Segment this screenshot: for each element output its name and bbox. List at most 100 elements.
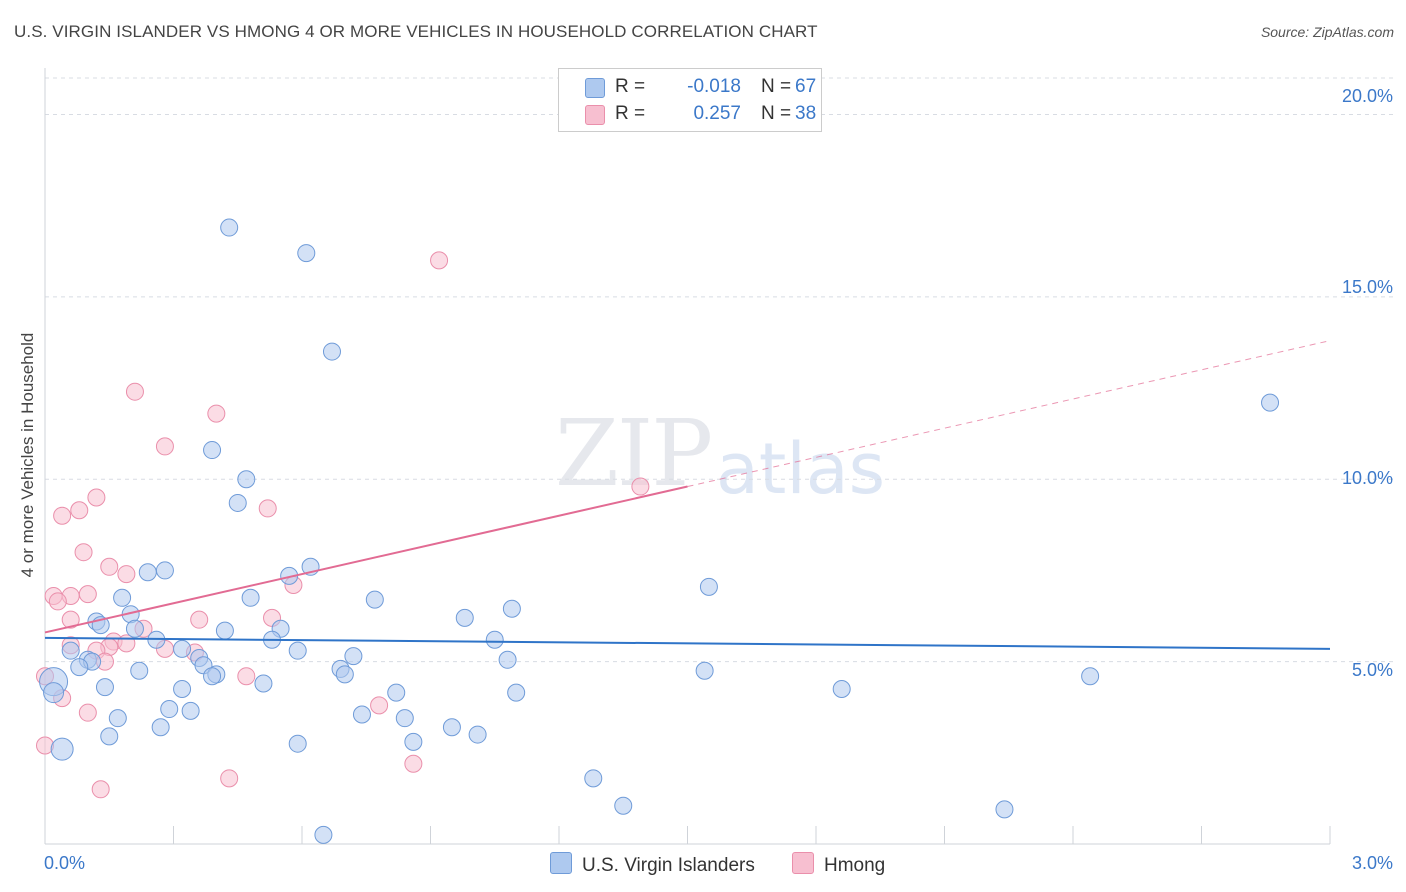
virgin-islanders-point	[50, 737, 74, 761]
virgin-islanders-point	[1081, 667, 1100, 686]
y-tick-label-10: 10.0%	[1341, 468, 1393, 488]
hmong-point	[220, 769, 239, 788]
virgin-islanders-point	[254, 674, 273, 693]
hmong-point	[258, 499, 277, 518]
virgin-islanders-point	[395, 709, 414, 728]
bottom-legend-hmong: Hmong	[792, 852, 885, 877]
virgin-islanders-point	[203, 667, 222, 686]
hmong-point	[125, 382, 144, 401]
legend-n-label: N =	[761, 76, 792, 97]
virgin-islanders-point	[387, 683, 406, 702]
virgin-islanders-point	[404, 732, 423, 751]
virgin-islanders-point	[584, 769, 603, 788]
hmong-point	[87, 488, 106, 507]
hmong-point	[237, 667, 256, 686]
y-tick-label-20: 20.0%	[1341, 86, 1393, 106]
virgin-islanders-point	[502, 599, 521, 618]
virgin-islanders-point	[100, 727, 119, 746]
bottom-legend-label: Hmong	[824, 855, 886, 876]
hmong-point	[155, 437, 174, 456]
virgin-islanders-point	[220, 218, 239, 237]
virgin-islanders-point	[1261, 393, 1280, 412]
virgin-islanders-point	[322, 342, 341, 361]
virgin-islanders-point	[995, 800, 1014, 819]
pink-swatch-icon	[792, 852, 814, 874]
virgin-islanders-point	[160, 700, 179, 719]
virgin-islanders-trend-line	[44, 636, 1331, 650]
virgin-islanders-point	[113, 588, 132, 607]
virgin-islanders-point	[95, 678, 114, 697]
virgin-islanders-point	[442, 718, 461, 737]
virgin-islanders-point	[70, 658, 89, 677]
hmong-point	[78, 703, 97, 722]
virgin-islanders-point	[297, 244, 316, 263]
legend-r-label: R =	[615, 103, 646, 124]
correlation-legend: R = -0.018 N = 67 R = 0.257 N = 38	[558, 68, 822, 132]
hmong-point	[117, 634, 136, 653]
hmong-point	[61, 610, 80, 629]
virgin-islanders-point	[108, 709, 127, 728]
virgin-islanders-point	[155, 561, 174, 580]
legend-r-value: -0.018	[687, 76, 741, 97]
hmong-point	[74, 543, 93, 562]
source-label: Source: ZipAtlas.com	[1260, 24, 1394, 40]
virgin-islanders-point	[288, 734, 307, 753]
virgin-islanders-point	[699, 577, 718, 596]
virgin-islanders-point	[215, 621, 234, 640]
virgin-islanders-point	[455, 608, 474, 627]
virgin-islanders-point	[237, 470, 256, 489]
virgin-islanders-point	[335, 665, 354, 684]
blue-swatch-icon	[585, 78, 605, 98]
legend-n-label: N =	[761, 103, 792, 124]
x-tick-label-max: 3.0%	[1351, 853, 1393, 873]
hmong-point	[117, 565, 136, 584]
y-tick-label-5: 5.0%	[1351, 660, 1393, 680]
virgin-islanders-point	[352, 705, 371, 724]
hmong-point	[404, 754, 423, 773]
hmong-point	[631, 477, 650, 496]
hmong-point	[370, 696, 389, 715]
virgin-islanders-point	[695, 661, 714, 680]
pink-swatch-icon	[585, 105, 605, 125]
hmong-point	[207, 404, 226, 423]
virgin-islanders-point	[130, 661, 149, 680]
virgin-islanders-point	[365, 590, 384, 609]
virgin-islanders-point	[151, 718, 170, 737]
watermark-atlas: atlas	[716, 428, 886, 510]
virgin-islanders-point	[288, 641, 307, 660]
virgin-islanders-point	[507, 683, 526, 702]
virgin-islanders-point	[485, 630, 504, 649]
virgin-islanders-point	[614, 796, 633, 815]
hmong-point	[53, 506, 72, 525]
virgin-islanders-point	[61, 641, 80, 660]
virgin-islanders-point	[173, 639, 192, 658]
legend-r-label: R =	[615, 76, 646, 97]
legend-r-value: 0.257	[693, 103, 741, 124]
x-tick-label-min: 0.0%	[44, 853, 86, 873]
virgin-islanders-point	[181, 701, 200, 720]
legend-n-value: 38	[795, 103, 817, 124]
virgin-islanders-point	[43, 682, 65, 704]
hmong-point	[190, 610, 209, 629]
virgin-islanders-point	[173, 679, 192, 698]
hmong-point	[78, 585, 97, 604]
y-tick-label-15: 15.0%	[1341, 277, 1393, 297]
virgin-islanders-point	[203, 441, 222, 460]
bottom-legend-virgin-islanders: U.S. Virgin Islanders	[550, 852, 755, 877]
chart-title: U.S. VIRGIN ISLANDER VS HMONG 4 OR MORE …	[14, 22, 818, 41]
hmong-point	[70, 501, 89, 520]
blue-swatch-icon	[550, 852, 572, 874]
hmong-trend-extension	[687, 340, 1331, 488]
virgin-islanders-point	[138, 563, 157, 582]
virgin-islanders-point	[498, 650, 517, 669]
virgin-islanders-point	[125, 619, 144, 638]
virgin-islanders-point	[468, 725, 487, 744]
hmong-point	[91, 780, 110, 799]
hmong-trend-line	[44, 485, 688, 634]
hmong-point	[100, 557, 119, 576]
virgin-islanders-point	[832, 679, 851, 698]
virgin-islanders-point	[241, 588, 260, 607]
virgin-islanders-point	[228, 493, 247, 512]
bottom-legend-label: U.S. Virgin Islanders	[582, 855, 755, 876]
